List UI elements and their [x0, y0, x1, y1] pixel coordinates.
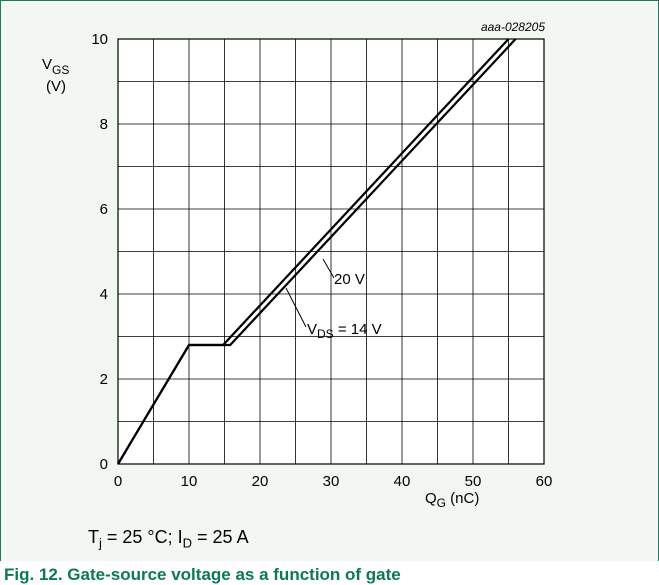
- series-label-14v-text: VDS = 14 V: [307, 321, 382, 341]
- x-axis-label-main: Q: [425, 490, 437, 507]
- x-tick-label: 50: [465, 473, 482, 490]
- series-label-14v-sub: DS: [317, 327, 334, 341]
- y-axis-label-sub: GS: [52, 63, 69, 77]
- series-label-14v-main: V: [307, 321, 317, 338]
- x-axis-label-unit: (nC): [446, 490, 479, 507]
- y-tick-label: 0: [100, 456, 108, 473]
- x-tick-label: 10: [181, 473, 198, 490]
- cond-t-main: T: [88, 527, 99, 547]
- y-axis-unit: (V): [46, 78, 66, 95]
- x-tick-label: 20: [252, 473, 269, 490]
- x-axis-label-sub: G: [437, 496, 446, 510]
- y-axis-label: VGS: [42, 56, 69, 77]
- series-label-20v: 20 V: [322, 258, 365, 288]
- cond-i-text: = 25 A: [192, 527, 249, 547]
- x-tick-label: 40: [394, 473, 411, 490]
- x-tick-label: 30: [323, 473, 340, 490]
- grid: [117, 38, 545, 465]
- x-tick-label: 60: [536, 473, 553, 490]
- cond-t-text: = 25 °C; I: [101, 527, 183, 547]
- series-label-20v-text: 20 V: [334, 271, 365, 288]
- plot-border: [117, 38, 545, 465]
- y-tick-label: 6: [100, 201, 108, 218]
- figure-id: aaa-028205: [481, 20, 545, 34]
- y-tick-label: 4: [100, 286, 108, 303]
- figure-caption: Fig. 12. Gate-source voltage as a functi…: [4, 565, 401, 584]
- tick-labels: 0 10 20 30 40 50 60 0 2 4 6 8 10: [91, 31, 552, 490]
- series-lines: [117, 38, 517, 465]
- y-tick-label: 2: [100, 371, 108, 388]
- test-conditions: Tj = 25 °C; ID = 25 A: [88, 527, 249, 551]
- figure-frame: 0 10 20 30 40 50 60 0 2 4 6 8 10 aaa-028205 VGS (V) …: [0, 0, 659, 561]
- axes: [117, 38, 545, 465]
- series-line-1: [117, 38, 517, 465]
- series-label-14v-tail: = 14 V: [334, 321, 382, 338]
- y-axis-label-main: V: [42, 56, 52, 73]
- series-label-14v: VDS = 14 V: [285, 287, 382, 341]
- cond-i-sub: D: [182, 535, 193, 551]
- x-tick-label: 0: [114, 473, 122, 490]
- x-axis-label: QG (nC): [425, 490, 479, 510]
- y-tick-label: 10: [91, 31, 108, 48]
- cond-t-sub: j: [99, 535, 102, 551]
- y-tick-label: 8: [100, 116, 108, 133]
